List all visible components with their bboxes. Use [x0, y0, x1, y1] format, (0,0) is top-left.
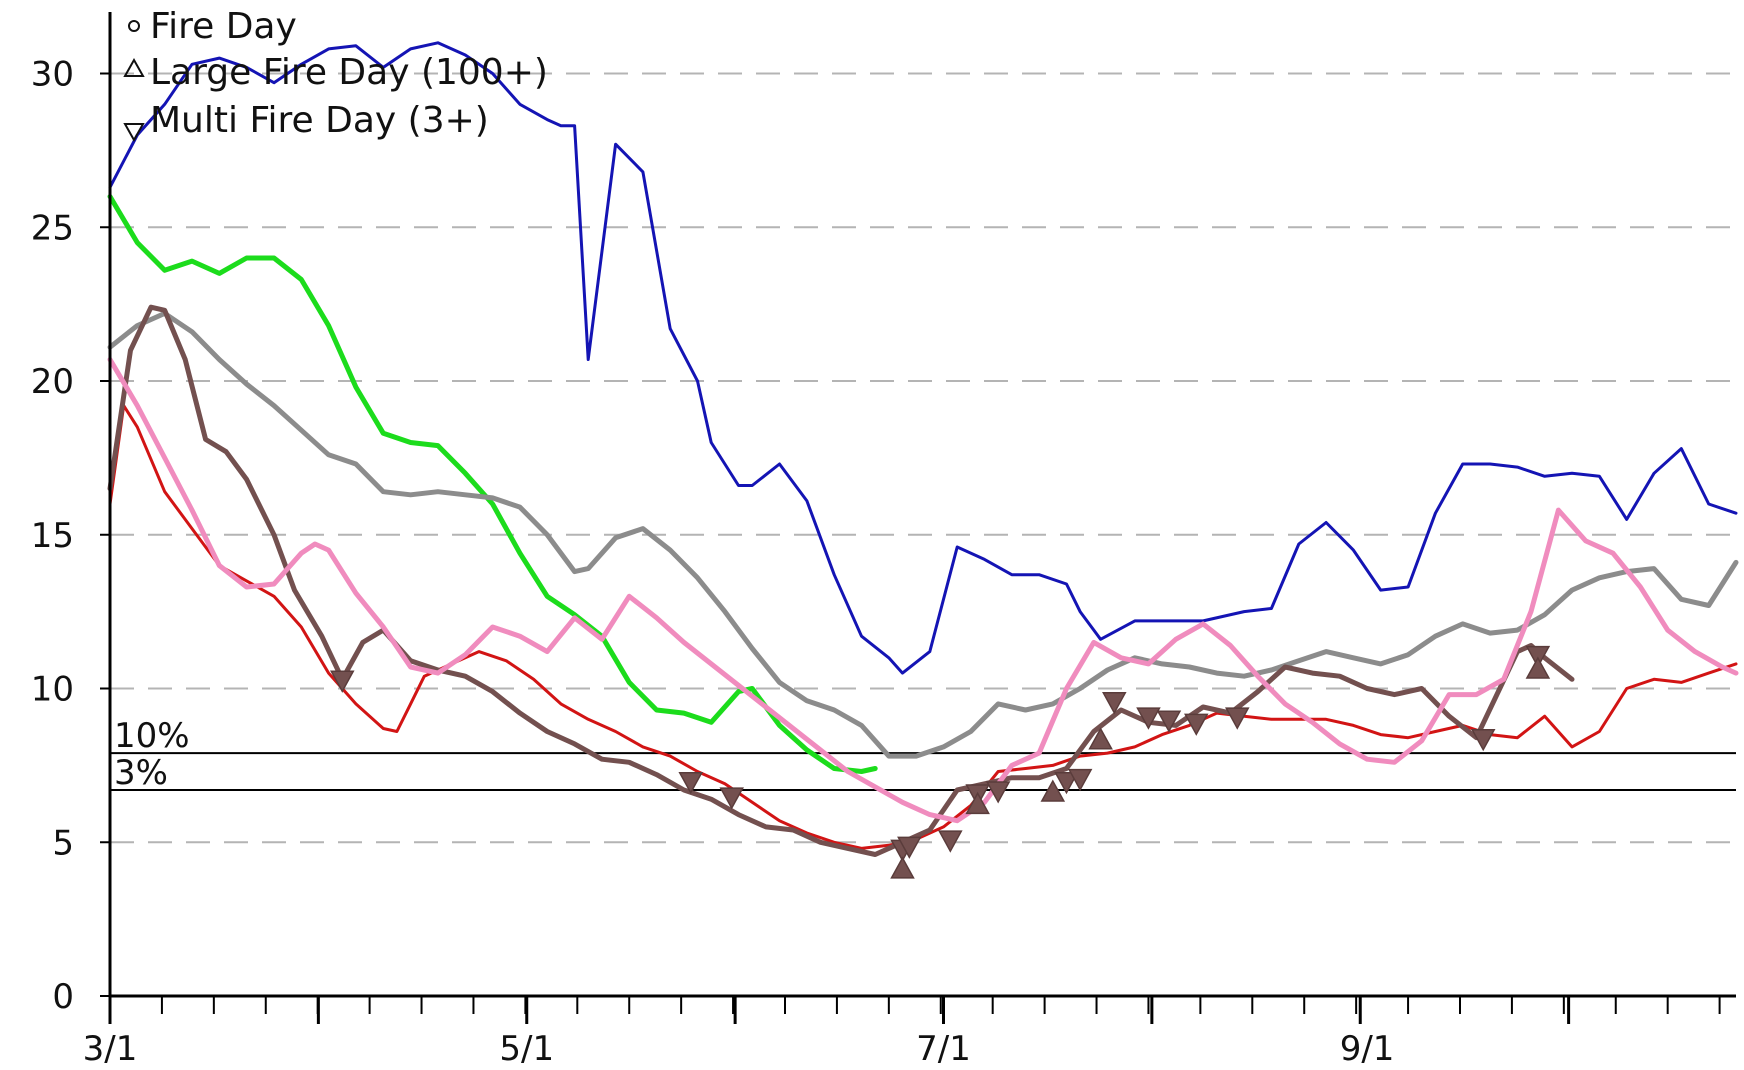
multi-fire-day-marker [678, 772, 703, 795]
multi-fire-day-marker [1102, 692, 1127, 715]
large-fire-day-marker [1040, 779, 1066, 802]
large-fire-day-marker [965, 791, 990, 815]
fire-day-markers [330, 645, 1551, 879]
multi-fire-day-marker [1225, 707, 1250, 730]
multi-fire-day-marker [897, 836, 922, 859]
multi-fire-day-marker [1067, 768, 1093, 792]
x-tick-label: 5/1 [499, 1029, 554, 1069]
multi-fire-day-marker [1136, 707, 1161, 730]
multi-fire-day-marker [330, 670, 355, 693]
multi-fire-day-marker [938, 830, 963, 853]
series-line [107, 304, 1575, 857]
y-tick-label: 15 [31, 516, 74, 556]
y-tick-label: 30 [31, 55, 74, 95]
y-tick-label: 25 [31, 208, 74, 248]
multi-fire-day-marker [1156, 710, 1182, 733]
threshold-label: 3% [114, 753, 168, 793]
y-tick-label: 20 [31, 362, 74, 402]
x-tick-label: 3/1 [83, 1029, 138, 1069]
axes: 0 5 10 15 20 25 30 3/1 5/1 7/1 9/1 [31, 12, 1736, 1069]
multi-fire-day-marker [1054, 772, 1079, 795]
multi-fire-day-marker [719, 787, 744, 810]
gridlines [110, 72, 1736, 844]
y-tick-label: 0 [52, 977, 74, 1017]
multi-fire-day-marker [985, 781, 1011, 804]
y-tick-label: 10 [31, 670, 74, 710]
x-tick-label: 9/1 [1340, 1029, 1395, 1069]
series-line [107, 194, 878, 774]
large-fire-day-marker [890, 856, 915, 879]
large-fire-day-marker [1525, 656, 1551, 679]
series-line [108, 404, 1738, 850]
legend-circle-icon [128, 20, 140, 32]
series-line [108, 41, 1738, 675]
series-line [107, 357, 1739, 824]
multi-fire-day-marker [1470, 728, 1496, 752]
series-lines [107, 41, 1739, 857]
x-tick-label: 7/1 [916, 1029, 971, 1069]
legend-label: Fire Day [150, 6, 297, 47]
threshold-label: 10% [114, 716, 190, 756]
legend-triangle-down-icon [123, 123, 145, 143]
legend: Fire Day Large Fire Day (100+) Multi Fire … [123, 6, 548, 143]
legend-label: Multi Fire Day (3+) [150, 100, 489, 141]
legend-triangle-up-icon [123, 57, 145, 77]
legend-label: Large Fire Day (100+) [150, 52, 548, 93]
multi-fire-day-marker [1184, 713, 1209, 736]
series-line [107, 310, 1739, 759]
large-fire-day-marker [1088, 727, 1113, 750]
y-tick-label: 5 [52, 823, 74, 863]
